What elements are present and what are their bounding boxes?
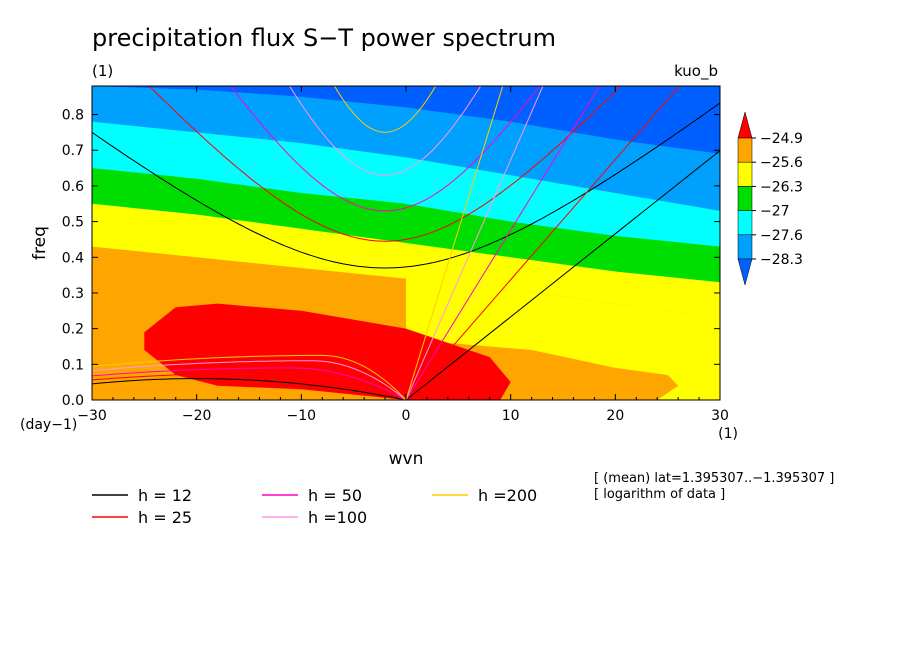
colorbar-label: −24.9 bbox=[760, 131, 803, 147]
model-label: kuo_b bbox=[674, 62, 718, 81]
y-tick-label: 0.6 bbox=[62, 179, 84, 195]
ig-curve-h12 bbox=[92, 102, 720, 269]
colorbar-label: −28.3 bbox=[760, 252, 803, 268]
colorbar-label: −26.3 bbox=[760, 179, 803, 195]
legend-label: h =200 bbox=[478, 486, 537, 505]
x-tick-label: 30 bbox=[711, 408, 729, 424]
legend-label: h = 12 bbox=[138, 486, 192, 505]
rossby-curve-h100 bbox=[92, 360, 407, 400]
kelvin-line-h50 bbox=[405, 86, 600, 400]
colorbar: −24.9 −25.6 −26.3 −27 −27.6 −28.3 bbox=[737, 111, 803, 286]
colorbar-swatch bbox=[737, 234, 753, 260]
legend-label: h =100 bbox=[308, 508, 367, 527]
y-tick-label: 0.3 bbox=[62, 286, 84, 302]
x-tick-label: −10 bbox=[287, 408, 317, 424]
colorbar-label: −27.6 bbox=[760, 228, 803, 244]
plot-area bbox=[92, 86, 720, 400]
band-red bbox=[144, 303, 511, 400]
dispersion-h200 bbox=[92, 86, 504, 400]
x-tick-label: −30 bbox=[77, 408, 107, 424]
band-yellow-lowright bbox=[406, 275, 720, 400]
y-tick-label: 0.1 bbox=[62, 357, 84, 373]
x-tick-label: 20 bbox=[606, 408, 624, 424]
x-tick-label: −20 bbox=[182, 408, 212, 424]
colorbar-label: −25.6 bbox=[760, 155, 803, 171]
chart-title: precipitation flux S−T power spectrum bbox=[92, 24, 556, 52]
colorbar-bottom-arrow bbox=[737, 258, 753, 286]
colorbar-swatch bbox=[737, 137, 753, 163]
y-units-label: (1) bbox=[92, 62, 113, 80]
mean-note: [ (mean) lat=1.395307..−1.395307 ] bbox=[594, 471, 834, 486]
x-tick-label: 0 bbox=[402, 408, 411, 424]
colorbar-swatch bbox=[737, 186, 753, 211]
legend-label: h = 50 bbox=[308, 486, 362, 505]
colorbar-top-arrow bbox=[737, 111, 753, 139]
colorbar-swatch bbox=[737, 161, 753, 187]
legend: h = 12 h = 25 h = 50 h =100 h =200 bbox=[92, 486, 537, 527]
x-axis-label: wvn bbox=[389, 449, 424, 469]
rossby-curve-h12 bbox=[92, 378, 407, 400]
y-tick-label: 0.2 bbox=[62, 322, 84, 338]
kelvin-line-h25 bbox=[405, 86, 680, 400]
kelvin-line-h12 bbox=[405, 149, 720, 400]
y-unit-note: (day−1) bbox=[20, 417, 77, 433]
y-tick-label: 0.7 bbox=[62, 143, 84, 159]
y-tick-label: 0.0 bbox=[62, 393, 84, 409]
dispersion-h12 bbox=[92, 102, 720, 400]
axis-ticks: −30 −20 −10 0 10 20 30 0.0 0.1 0.2 0.3 0.4 0.5 0.6 0.7… bbox=[62, 86, 729, 424]
y-tick-label: 0.8 bbox=[62, 108, 84, 124]
rossby-curve-h25 bbox=[92, 372, 407, 400]
legend-label: h = 25 bbox=[138, 508, 192, 527]
y-tick-label: 0.5 bbox=[62, 215, 84, 231]
rossby-curve-h50 bbox=[92, 367, 407, 400]
ig-curve-h50 bbox=[229, 86, 541, 212]
log-note: [ logarithm of data ] bbox=[594, 487, 725, 502]
ig-curve-h100 bbox=[288, 86, 482, 176]
y-tick-label: 0.4 bbox=[62, 250, 84, 266]
dispersion-h50 bbox=[92, 86, 600, 400]
y-axis-label: freq bbox=[30, 226, 50, 260]
ig-curve-h200 bbox=[333, 86, 437, 133]
kelvin-line-h200 bbox=[405, 86, 504, 400]
x-unit-note: (1) bbox=[718, 426, 738, 442]
kelvin-line-h100 bbox=[405, 86, 544, 400]
x-tick-label: 10 bbox=[502, 408, 520, 424]
colorbar-label: −27 bbox=[760, 204, 790, 220]
rossby-curve-h200 bbox=[92, 354, 407, 400]
colorbar-swatch bbox=[737, 210, 753, 236]
dispersion-h100 bbox=[92, 86, 544, 400]
